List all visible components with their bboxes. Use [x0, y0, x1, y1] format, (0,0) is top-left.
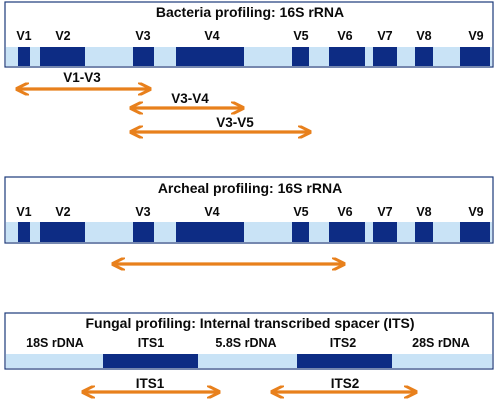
region-label-its1: ITS1	[138, 336, 164, 350]
region-label-v9: V9	[468, 29, 483, 43]
archeal-region-labels: V1 V2 V3 V4 V5 V6 V7 V8 V9	[16, 205, 483, 219]
region-label-v4: V4	[204, 29, 219, 43]
region-label-v8: V8	[416, 205, 431, 219]
bacteria-panel-title: Bacteria profiling: 16S rRNA	[156, 4, 344, 20]
region-block-v2	[40, 47, 85, 66]
region-label-28s-rdna: 28S rDNA	[412, 336, 470, 350]
fungal-panel: Fungal profiling: Internal transcribed s…	[4, 312, 494, 370]
region-label-its2: ITS2	[330, 336, 356, 350]
region-label-v4: V4	[204, 205, 219, 219]
gene-bar-background	[6, 354, 492, 368]
amplicon-label-v3-v4: V3-V4	[171, 91, 209, 106]
region-label-18s-rdna: 18S rDNA	[26, 336, 84, 350]
bacteria-amplicons: V1-V3 V3-V4 V3-V5	[17, 70, 310, 132]
gene-bar-background	[6, 222, 492, 242]
region-label-v2: V2	[55, 205, 70, 219]
region-block-v6	[329, 47, 365, 66]
region-block-v7	[373, 222, 397, 242]
region-block-v5	[292, 47, 309, 66]
region-block-v8	[415, 222, 433, 242]
fungal-gene-bar	[6, 354, 492, 368]
amplicon-label-its2: ITS2	[331, 376, 360, 391]
region-label-v6: V6	[337, 205, 352, 219]
archeal-gene-bar	[6, 222, 492, 242]
region-label-v7: V7	[377, 29, 392, 43]
region-label-v3: V3	[135, 29, 150, 43]
region-block-v1	[18, 222, 30, 242]
region-block-v8	[415, 47, 433, 66]
amplicon-label-v1-v3: V1-V3	[63, 70, 101, 85]
region-block-v4	[176, 222, 244, 242]
amplicon-label-its1: ITS1	[136, 376, 165, 391]
region-label-v1: V1	[16, 205, 31, 219]
fungal-panel-title: Fungal profiling: Internal transcribed s…	[85, 315, 414, 331]
region-block-v4	[176, 47, 244, 66]
bacteria-panel: Bacteria profiling: 16S rRNA V1 V2 V3 V4…	[4, 1, 494, 68]
region-block-v7	[373, 47, 397, 66]
region-label-v7: V7	[377, 205, 392, 219]
fungal-region-labels: 18S rDNA ITS1 5.8S rDNA ITS2 28S rDNA	[26, 336, 470, 350]
region-block-v2	[40, 222, 85, 242]
region-block-v3	[133, 47, 154, 66]
region-block-v9	[460, 47, 490, 66]
gene-bar-background	[6, 47, 492, 66]
bacteria-region-labels: V1 V2 V3 V4 V5 V6 V7 V8 V9	[16, 29, 483, 43]
archeal-panel: Archeal profiling: 16S rRNA V1 V2 V3 V4 …	[4, 176, 494, 244]
region-block-v3	[133, 222, 154, 242]
region-label-v2: V2	[55, 29, 70, 43]
fungal-amplicons: ITS1 ITS2	[83, 376, 416, 392]
region-label-v9: V9	[468, 205, 483, 219]
region-label-v5: V5	[293, 29, 308, 43]
region-block-v5	[292, 222, 309, 242]
region-block-its2	[297, 354, 392, 368]
archeal-panel-title: Archeal profiling: 16S rRNA	[158, 180, 342, 196]
region-block-v1	[18, 47, 30, 66]
region-label-v5: V5	[293, 205, 308, 219]
region-block-v9	[460, 222, 490, 242]
region-label-5-8s-rdna: 5.8S rDNA	[215, 336, 276, 350]
region-label-v1: V1	[16, 29, 31, 43]
region-label-v3: V3	[135, 205, 150, 219]
bacteria-gene-bar	[6, 47, 492, 66]
region-block-v6	[329, 222, 365, 242]
region-label-v6: V6	[337, 29, 352, 43]
region-label-v8: V8	[416, 29, 431, 43]
region-block-its1	[103, 354, 198, 368]
amplicon-label-v3-v5: V3-V5	[216, 115, 254, 130]
